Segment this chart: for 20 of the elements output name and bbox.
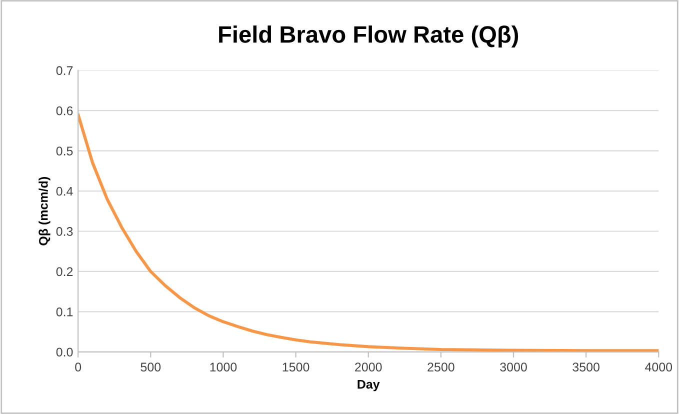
x-tick-label: 1500 — [282, 362, 310, 372]
x-tick-label: 3500 — [572, 362, 600, 372]
x-tick-label: 500 — [140, 362, 161, 372]
y-tick-label: 0.2 — [56, 267, 73, 276]
y-tick-label: 0.6 — [56, 106, 73, 116]
x-tick-label: 1000 — [210, 362, 237, 372]
y-tick-label: 0.7 — [56, 66, 73, 76]
y-tick-label: 0.5 — [56, 146, 73, 156]
x-tick-label: 2000 — [355, 362, 382, 372]
x-tick-label: 0 — [75, 362, 82, 372]
x-tick-label: 2500 — [428, 362, 454, 372]
chart-title: Field Bravo Flow Rate (Qβ) — [219, 25, 518, 48]
y-tick-label: 0.0 — [56, 348, 73, 357]
y-axis-title: Qβ (mcm/d) — [38, 177, 50, 246]
x-tick-label: 4000 — [645, 362, 672, 372]
y-tick-label: 0.4 — [56, 186, 73, 196]
y-tick-label: 0.1 — [56, 307, 73, 316]
x-tick-label: 3000 — [500, 362, 527, 372]
x-axis-title: Day — [358, 380, 380, 392]
y-tick-label: 0.3 — [56, 227, 73, 236]
